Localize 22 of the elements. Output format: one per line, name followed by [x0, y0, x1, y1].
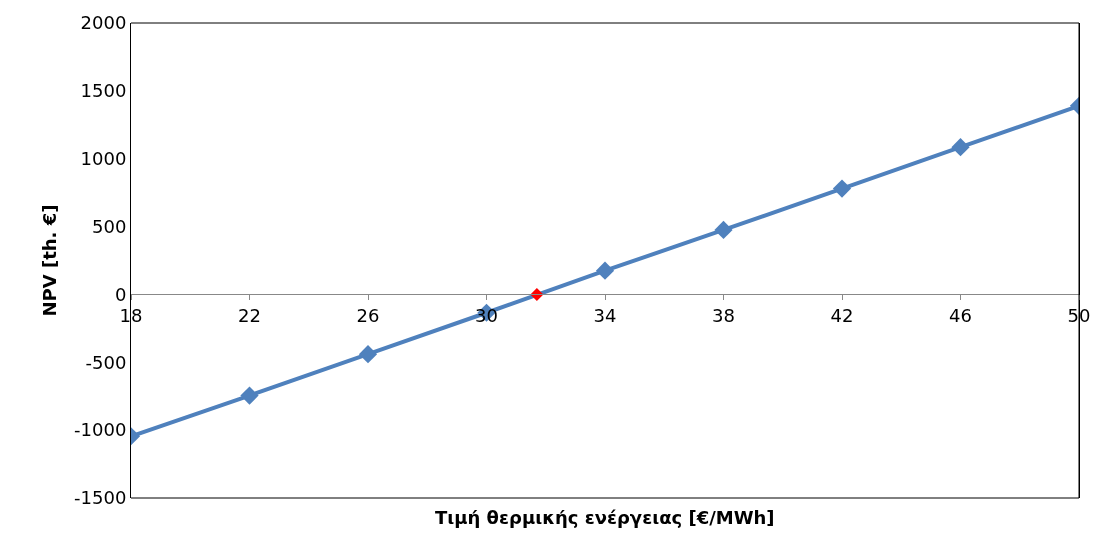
x-tick-label: 38 — [712, 305, 735, 327]
y-tick-label: -500 — [85, 351, 127, 373]
point — [832, 179, 852, 198]
x-tick-label: 26 — [356, 305, 380, 327]
point — [714, 220, 733, 240]
x-tick-label: 42 — [830, 305, 854, 327]
x-tick-label: 46 — [949, 305, 972, 327]
y-tick-label: -1500 — [74, 487, 127, 509]
y-tick-label: -1000 — [74, 419, 127, 441]
point — [951, 138, 970, 157]
y-axis-title: NPV [th. €] — [39, 204, 61, 317]
x-tick-label: 22 — [238, 305, 261, 327]
y-tick-label: 500 — [92, 215, 127, 237]
point — [240, 386, 259, 405]
point — [358, 345, 378, 364]
y-tick-label: 1000 — [80, 148, 127, 170]
y-tick-label: 2000 — [80, 12, 127, 34]
x-tick-label: 34 — [593, 305, 617, 327]
y-tick-label: 0 — [114, 283, 127, 305]
y-tick-label: 1500 — [80, 80, 127, 102]
point — [595, 261, 615, 280]
x-axis-title: Τιμή θερμικής ενέργειας [€/MWh] — [435, 507, 775, 528]
